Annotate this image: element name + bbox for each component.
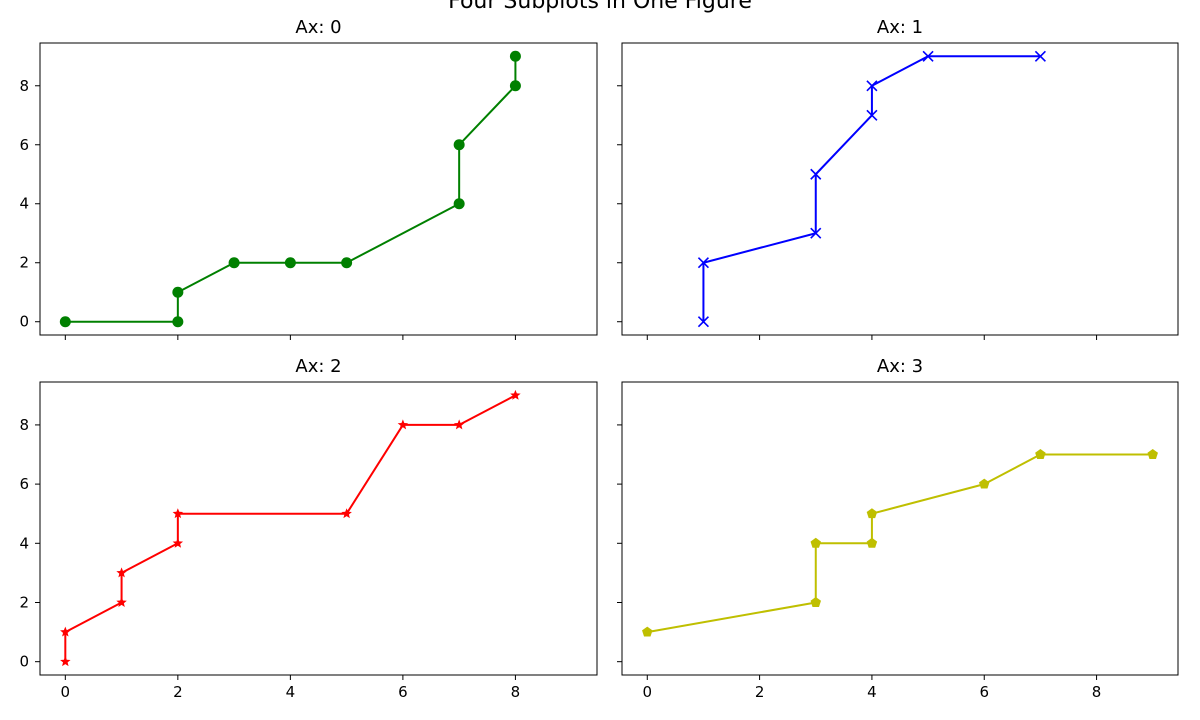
- data-point: [397, 419, 409, 430]
- data-point: [509, 50, 521, 62]
- data-point: [60, 626, 71, 637]
- series-line: [64, 394, 516, 662]
- data-point: [59, 316, 71, 328]
- y-tick-label: 6: [19, 136, 29, 154]
- y-tick-label: 0: [19, 313, 29, 331]
- y-tick-label: 4: [19, 534, 29, 552]
- data-point: [60, 656, 71, 667]
- x-tick-label: 8: [511, 683, 521, 701]
- data-point: [866, 537, 878, 548]
- data-point: [866, 109, 878, 121]
- subplot-1: Ax: 1: [617, 17, 1179, 340]
- x-tick-label: 0: [642, 683, 652, 701]
- axes-frame: [621, 381, 1179, 676]
- axes-layer: Ax: 0 0 2 4 6 8 Ax: 1 Ax: 2 0 2 4 6 8 0 2 4 6 8 Ax: 3 0 2 4 6 8: [19, 17, 1179, 701]
- data-point: [453, 419, 465, 430]
- subplot-title: Ax: 1: [877, 17, 923, 38]
- data-point: [810, 227, 822, 239]
- data-point: [172, 316, 184, 328]
- subplot-title: Ax: 0: [295, 17, 341, 38]
- data-point: [642, 626, 653, 637]
- y-tick-label: 4: [19, 195, 29, 213]
- data-point: [453, 198, 465, 210]
- figure-suptitle: Four Subplots in One Figure: [448, 0, 752, 14]
- subplot-title: Ax: 3: [877, 356, 923, 377]
- data-point: [697, 316, 709, 328]
- data-point: [866, 80, 878, 92]
- x-tick-label: 8: [1092, 683, 1102, 701]
- data-point: [341, 257, 353, 269]
- data-point: [509, 80, 521, 92]
- series-line: [65, 56, 517, 323]
- series-line: [702, 55, 1041, 322]
- data-point: [697, 257, 709, 269]
- subplot-title: Ax: 2: [295, 356, 341, 377]
- data-point: [1147, 449, 1158, 459]
- y-tick-label: 0: [19, 653, 29, 671]
- x-tick-label: 0: [61, 683, 71, 701]
- series-line: [647, 453, 1153, 634]
- y-tick-label: 8: [19, 77, 29, 95]
- x-tick-label: 4: [286, 683, 296, 701]
- y-tick-label: 2: [19, 254, 29, 272]
- subplot-0: Ax: 0 0 2 4 6 8: [19, 17, 598, 340]
- y-tick-label: 2: [19, 593, 29, 611]
- data-point: [810, 168, 822, 180]
- data-point: [172, 286, 184, 298]
- y-tick-label: 6: [19, 475, 29, 493]
- data-point: [228, 257, 240, 269]
- x-tick-label: 6: [979, 683, 989, 701]
- x-tick-label: 2: [173, 683, 183, 701]
- subplot-3: Ax: 3 0 2 4 6 8: [617, 356, 1179, 701]
- data-point: [116, 567, 127, 578]
- data-point: [866, 508, 878, 519]
- data-point: [172, 537, 184, 548]
- axes-frame: [39, 381, 598, 676]
- data-point: [810, 596, 821, 607]
- data-point: [810, 537, 821, 548]
- data-point: [116, 596, 127, 607]
- data-point: [922, 50, 934, 62]
- axes-frame: [621, 42, 1179, 336]
- data-point: [453, 139, 465, 151]
- data-point: [1035, 449, 1046, 459]
- data-point: [172, 508, 184, 519]
- data-point: [284, 257, 296, 269]
- x-tick-label: 2: [755, 683, 765, 701]
- data-point: [510, 389, 521, 400]
- x-tick-label: 4: [867, 683, 877, 701]
- y-tick-label: 8: [19, 416, 29, 434]
- data-point: [341, 508, 352, 519]
- x-tick-label: 6: [398, 683, 408, 701]
- axes-frame: [39, 42, 598, 336]
- data-point: [979, 478, 990, 489]
- data-point: [1034, 50, 1046, 62]
- subplot-2: Ax: 2 0 2 4 6 8 0 2 4 6 8: [19, 356, 598, 701]
